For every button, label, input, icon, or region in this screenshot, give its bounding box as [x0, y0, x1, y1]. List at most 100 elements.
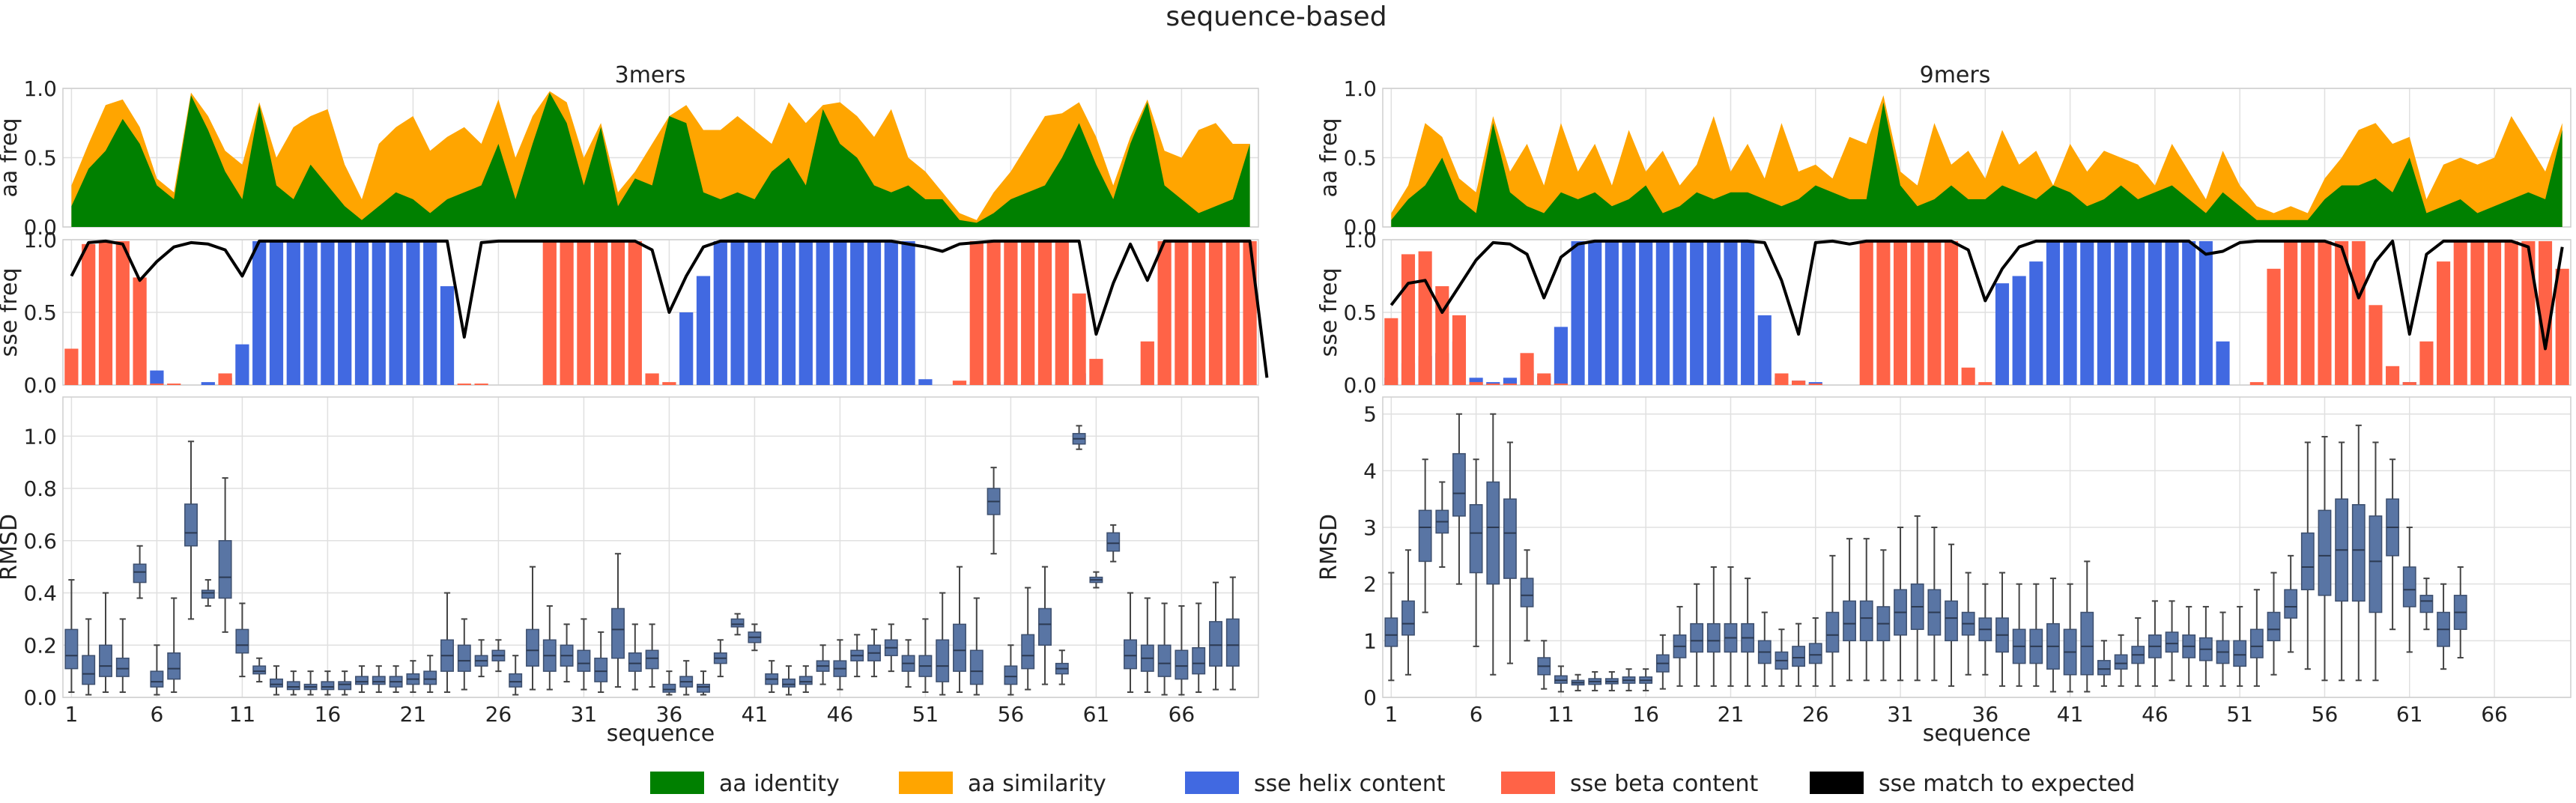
area-aa-identity: [1391, 102, 2563, 227]
boxplot: [82, 618, 96, 696]
boxplot: [1192, 602, 1206, 694]
boxplot: [918, 618, 933, 694]
boxplot: [303, 670, 318, 696]
legend-item: aa identity: [650, 771, 840, 797]
boxplot: [594, 631, 608, 694]
x-tick-label: 56: [998, 702, 1025, 727]
legend-label: sse match to expected: [1879, 771, 2135, 797]
bar-sse-beta-content: [1037, 240, 1052, 385]
boxplot: [491, 639, 506, 673]
box: [1859, 600, 1873, 642]
bar-sse-beta-content: [1072, 293, 1086, 385]
bar-sse-beta-content: [1243, 240, 1257, 385]
boxplot: [662, 670, 676, 696]
box: [2419, 595, 2434, 613]
legend-swatch: [1501, 772, 1555, 794]
bar-sse-helix-content: [1724, 240, 1738, 385]
boxplot: [2216, 611, 2230, 687]
legend-swatch: [899, 772, 953, 794]
bar-sse-beta-content: [2487, 240, 2502, 385]
bar-sse-helix-content: [1469, 378, 1483, 385]
boxplot: [833, 639, 847, 691]
y-tick-label: 1.0: [1343, 76, 1377, 101]
legend: aa identity aa similarity sse helix conten…: [650, 771, 2135, 797]
boxplot: [1978, 583, 1992, 676]
boxplot: [2097, 640, 2111, 687]
bar-sse-beta-content: [1808, 384, 1822, 385]
x-tick-label: 16: [1632, 702, 1659, 727]
bar-sse-beta-content: [1978, 382, 1992, 385]
bar-sse-beta-content: [457, 384, 471, 385]
9mers-box-frame: [1382, 396, 2572, 698]
boxplot: [867, 628, 881, 678]
boxplot: [2114, 634, 2128, 687]
box: [1038, 607, 1052, 646]
box: [1157, 644, 1172, 677]
bar-sse-helix-content: [2216, 341, 2230, 385]
y-tick-label: 1.0: [1343, 228, 1377, 252]
bar-sse-beta-content: [2267, 268, 2281, 385]
boxplot: [953, 566, 966, 694]
y-tick-label: 0.0: [1343, 373, 1377, 398]
y-tick-label: 0.0: [23, 685, 57, 710]
bar-sse-helix-content: [389, 240, 403, 385]
box: [1124, 639, 1137, 670]
legend-item: sse helix content: [1185, 771, 1446, 797]
boxplot: [423, 655, 437, 694]
bar-sse-helix-content: [2046, 240, 2061, 385]
bar-sse-beta-content: [2351, 240, 2366, 385]
boxplot: [133, 545, 147, 599]
bar-sse-beta-content: [1021, 240, 1035, 385]
boxplot: [474, 639, 488, 678]
box: [1209, 621, 1222, 667]
boxplot: [1520, 549, 1534, 642]
bar-sse-beta-content: [987, 240, 1001, 385]
bar-sse-beta-content: [1792, 381, 1806, 385]
bar-sse-beta-content: [2538, 240, 2553, 385]
boxplot: [730, 613, 745, 636]
bar-sse-helix-content: [2131, 240, 2145, 385]
bar-sse-beta-content: [64, 348, 79, 385]
x-tick-label: 51: [912, 702, 939, 727]
boxplot: [1876, 549, 1891, 682]
x-tick-label: 11: [1548, 702, 1575, 727]
bar-sse-beta-content: [2555, 268, 2569, 385]
box: [1808, 643, 1822, 664]
box: [2284, 589, 2298, 619]
9mers-box-boxes: [1384, 413, 2467, 693]
boxplot: [1775, 628, 1789, 687]
box: [953, 623, 966, 672]
bar-sse-helix-content: [1639, 240, 1653, 385]
bar-sse-beta-content: [1910, 240, 1924, 385]
box: [1554, 675, 1568, 684]
box: [1792, 646, 1806, 667]
boxplot: [1757, 611, 1772, 687]
box: [1520, 578, 1534, 607]
boxplot: [1124, 592, 1137, 694]
9mers-box-xlabel: sequence: [1923, 721, 2031, 747]
boxplot: [1469, 458, 1483, 647]
box: [1503, 498, 1517, 579]
bar-sse-helix-content: [1622, 240, 1636, 385]
boxplot: [218, 477, 232, 633]
box: [1225, 618, 1240, 667]
x-tick-label: 16: [315, 702, 342, 727]
x-tick-label: 31: [571, 702, 598, 727]
box: [1452, 452, 1466, 517]
y-tick-label: 1.0: [23, 76, 57, 101]
box: [2080, 611, 2094, 676]
bar-sse-beta-content: [218, 373, 232, 385]
bar-sse-beta-content: [115, 240, 130, 385]
boxplot: [338, 670, 352, 696]
boxplot: [628, 623, 642, 691]
box: [82, 655, 96, 685]
boxplot: [184, 440, 198, 620]
bar-sse-beta-content: [1893, 240, 1908, 385]
bar-sse-beta-content: [1192, 240, 1206, 385]
box: [355, 676, 369, 685]
bar-sse-beta-content: [1554, 384, 1568, 385]
bar-sse-beta-content: [1384, 318, 1398, 385]
boxplot: [1945, 543, 1958, 687]
boxplot: [901, 639, 915, 688]
boxplot: [713, 639, 727, 678]
